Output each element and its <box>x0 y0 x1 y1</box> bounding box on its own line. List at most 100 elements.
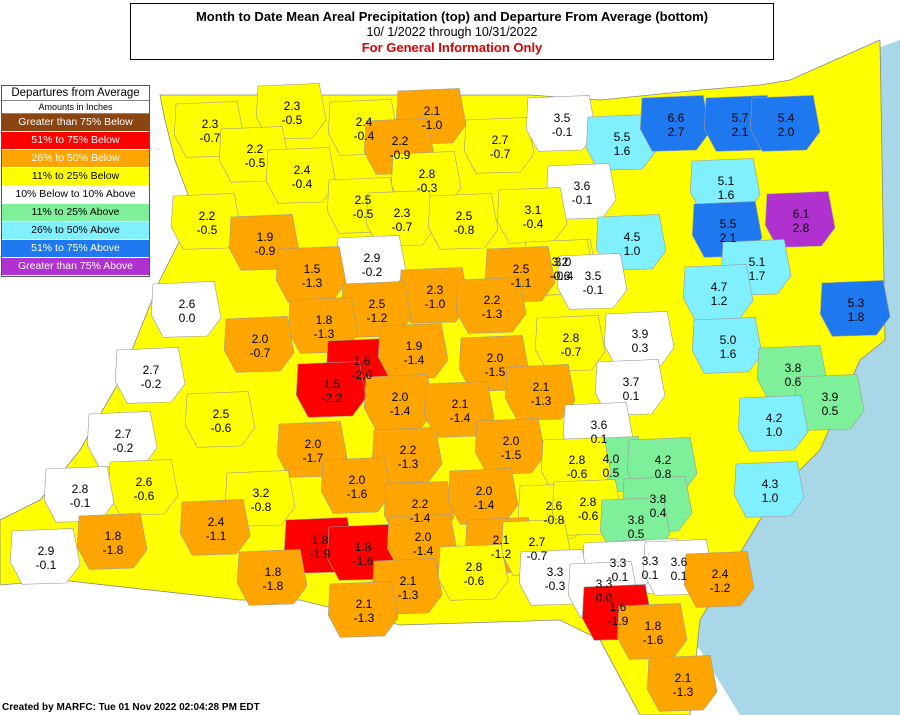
basin-precip-label: 4.3 <box>762 477 779 491</box>
basin-precip-label: 2.7 <box>492 133 509 147</box>
disclaimer: For General Information Only <box>361 40 543 55</box>
basin-departure-label: 2.1 <box>732 125 749 139</box>
basin-area <box>603 311 675 368</box>
basin-precip-label: 2.8 <box>419 167 436 181</box>
basin-area <box>455 277 527 334</box>
basin-precip-label: 3.8 <box>628 513 645 527</box>
basin-precip-label: 3.6 <box>574 179 591 193</box>
basin-precip-label: 4.2 <box>655 453 672 467</box>
basin-departure-label: -0.4 <box>354 129 375 143</box>
basin-departure-label: 0.1 <box>671 569 688 583</box>
basin-departure-label: 0.5 <box>628 527 645 541</box>
legend-item: 10% Below to 10% Above <box>2 186 149 204</box>
basin-precip-label: 2.4 <box>712 567 729 581</box>
basin-departure-label: -1.5 <box>485 365 506 379</box>
basin-precip-label: 2.8 <box>466 560 483 574</box>
basin-precip-label: 2.4 <box>356 115 373 129</box>
basin-departure-label: -0.1 <box>583 283 604 297</box>
basin-departure-label: 1.6 <box>718 188 735 202</box>
basin-departure-label: -1.3 <box>314 327 335 341</box>
legend-item: Greater than 75% Above <box>2 258 149 276</box>
title-box: Month to Date Mean Areal Precipitation (… <box>130 3 774 60</box>
legend-item: 26% to 50% Below <box>2 150 149 168</box>
basin-precip-label: 2.1 <box>400 574 417 588</box>
basin-area <box>427 193 499 250</box>
basin-departure-label: -0.9 <box>390 148 411 162</box>
basin-area <box>764 191 836 248</box>
basin-departure-label: -1.3 <box>302 276 323 290</box>
basin-precip-label: 2.1 <box>424 104 441 118</box>
basin-precip-label: 2.2 <box>484 293 501 307</box>
basin-departure-label: -0.5 <box>282 113 303 127</box>
basin-area <box>320 457 392 514</box>
basin-precip-label: 2.2 <box>400 443 417 457</box>
basin-departure-label: -1.3 <box>482 307 503 321</box>
basin-departure-label: -0.6 <box>550 269 571 283</box>
basin-departure-label: 0.5 <box>603 466 620 480</box>
basin-departure-label: -1.1 <box>206 529 227 543</box>
basin-precip-label: 4.0 <box>603 452 620 466</box>
basin-departure-label: 0.0 <box>179 311 196 325</box>
basin-departure-label: 1.2 <box>711 294 728 308</box>
basin-departure-label: 0.3 <box>632 341 649 355</box>
basin-departure-label: -1.1 <box>511 276 532 290</box>
basin-departure-label: -1.4 <box>474 498 495 512</box>
basin-departure-label: -0.2 <box>362 265 383 279</box>
basin-precip-label: 2.0 <box>392 390 409 404</box>
basin-precip-label: 2.0 <box>305 437 322 451</box>
basin-departure-label: -0.2 <box>141 377 162 391</box>
basin-precip-label: 1.5 <box>324 377 341 391</box>
date-range: 10/ 1/2022 through 10/31/2022 <box>366 25 538 39</box>
basin-area <box>594 359 666 416</box>
basin-precip-label: 2.1 <box>356 597 373 611</box>
basin-precip-label: 2.0 <box>349 473 366 487</box>
basin-precip-label: 2.3 <box>427 283 444 297</box>
basin-area <box>179 499 251 556</box>
basin-precip-label: 2.5 <box>456 209 473 223</box>
basin-precip-label: 5.3 <box>848 296 865 310</box>
basin-precip-label: 2.3 <box>202 117 219 131</box>
basin-precip-label: 2.0 <box>503 434 520 448</box>
basin-area <box>365 190 437 247</box>
basin-area <box>437 544 509 601</box>
basin-precip-label: 2.0 <box>252 332 269 346</box>
basin-precip-label: 2.9 <box>38 544 55 558</box>
basin-departure-label: -0.6 <box>567 467 588 481</box>
basin-departure-label: 1.8 <box>848 310 865 324</box>
legend-item: 51% to 75% Above <box>2 240 149 258</box>
basin-precip-label: 1.9 <box>257 230 274 244</box>
basin-precip-label: 3.8 <box>650 492 667 506</box>
legend-heading: Departures from Average <box>2 86 149 101</box>
basin-precip-label: 2.7 <box>115 427 132 441</box>
basin-departure-label: -0.1 <box>572 193 593 207</box>
basin-departure-label: 1.6 <box>614 144 631 158</box>
basin-area <box>639 95 711 152</box>
basin-departure-label: -1.3 <box>673 685 694 699</box>
basin-precip-label: 5.1 <box>718 174 735 188</box>
basin-area <box>236 549 308 606</box>
basin-departure-label: -0.7 <box>392 220 413 234</box>
basin-precip-label: 2.1 <box>675 671 692 685</box>
basin-departure-label: -1.4 <box>390 404 411 418</box>
basin-precip-label: 2.1 <box>493 533 510 547</box>
legend-item: 51% to 75% Below <box>2 132 149 150</box>
basin-precip-label: 1.6 <box>354 354 371 368</box>
basin-departure-label: -0.7 <box>200 131 221 145</box>
basin-precip-label: 3.7 <box>623 375 640 389</box>
basin-departure-label: -0.6 <box>464 574 485 588</box>
basin-precip-label: 2.1 <box>452 397 469 411</box>
basin-departure-label: -0.1 <box>608 570 629 584</box>
basin-precip-label: 1.8 <box>316 313 333 327</box>
basin-departure-label: -0.7 <box>250 346 271 360</box>
basin-departure-label: -0.7 <box>561 345 582 359</box>
basin-precip-label: 2.3 <box>284 99 301 113</box>
basin-precip-label: 2.6 <box>546 499 563 513</box>
basin-precip-label: 6.6 <box>668 111 685 125</box>
basin-departure-label: -2.0 <box>352 368 373 382</box>
basin-departure-label: -0.6 <box>578 509 599 523</box>
basin-departure-label: 1.0 <box>766 425 783 439</box>
basin-precip-label: 3.3 <box>610 556 627 570</box>
basin-precip-label: 5.5 <box>720 217 737 231</box>
basin-precip-label: 3.6 <box>591 418 608 432</box>
